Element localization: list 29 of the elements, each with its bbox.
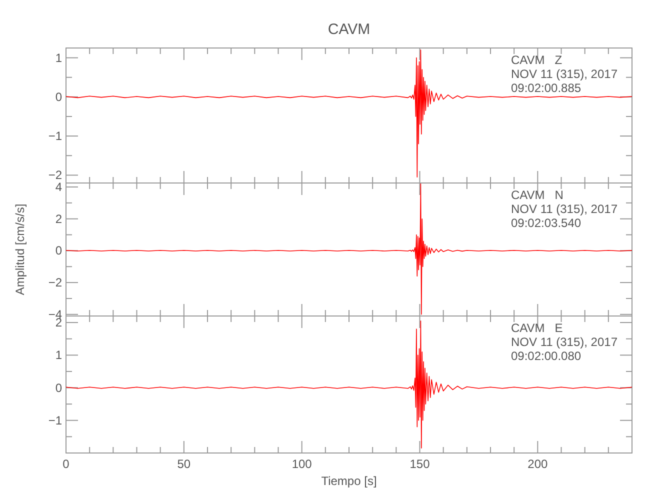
y-tick-label: −1 [48, 413, 62, 428]
x-tick-label: 100 [292, 457, 312, 471]
y-tick-label: −2 [48, 276, 62, 290]
y-tick-label: −1 [48, 129, 62, 144]
annotation: CAVM Z [511, 53, 562, 67]
x-tick-label: 150 [410, 457, 430, 471]
y-axis-title: Amplitud [cm/s/s] [13, 204, 27, 296]
annotation: NOV 11 (315), 2017 [511, 202, 618, 216]
line-series [66, 50, 632, 178]
y-tick-label: 2 [55, 212, 62, 226]
chart-title: CAVM [328, 21, 370, 38]
annotation: NOV 11 (315), 2017 [511, 67, 618, 81]
annotation: CAVM E [511, 321, 563, 335]
line-series [66, 320, 632, 449]
annotation: CAVM N [511, 188, 564, 202]
x-axis-title: Tiempo [s] [321, 474, 377, 488]
y-tick-label: 0 [55, 244, 62, 258]
annotation: 09:02:00.080 [511, 349, 582, 363]
x-tick-label: 200 [528, 457, 548, 471]
y-tick-label: 0 [55, 90, 62, 104]
annotation: 09:02:00.885 [511, 81, 582, 95]
y-tick-label: −2 [48, 168, 62, 182]
x-tick-label: 50 [177, 457, 191, 471]
y-tick-label: 0 [55, 380, 62, 395]
annotation: 09:02:03.540 [511, 216, 582, 230]
y-tick-label: 1 [55, 348, 62, 362]
y-tick-label: 1 [55, 50, 62, 65]
y-tick-label: 4 [55, 180, 62, 194]
annotation: NOV 11 (315), 2017 [511, 335, 618, 349]
